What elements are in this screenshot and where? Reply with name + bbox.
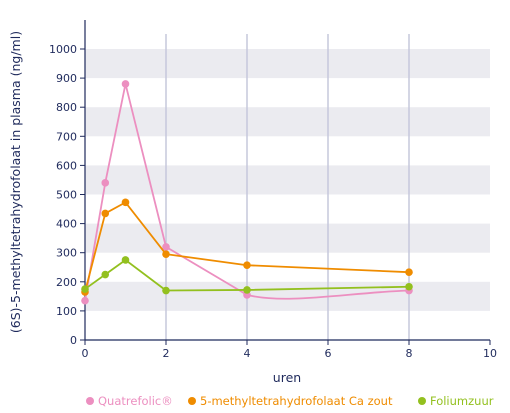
legend-marker bbox=[418, 397, 426, 405]
legend-marker bbox=[188, 397, 196, 405]
y-tick-label: 600 bbox=[56, 159, 77, 172]
grid-band bbox=[85, 281, 490, 311]
y-tick-label: 700 bbox=[56, 130, 77, 143]
x-tick-label: 6 bbox=[325, 347, 332, 360]
grid-bands bbox=[85, 49, 490, 311]
y-axis-title: (6S)-5-methyltetrahydrofolaat in plasma … bbox=[8, 31, 23, 333]
data-point-5-methyltetrahydrofolaat-ca-zout bbox=[101, 209, 110, 218]
data-point-foliumzuur bbox=[162, 286, 170, 295]
data-point-5-methyltetrahydrofolaat-ca-zout bbox=[405, 268, 413, 276]
data-point-quatrefolic bbox=[121, 80, 130, 88]
legend-item-quatrefolic: Quatrefolic® bbox=[86, 394, 173, 408]
data-point-5-methyltetrahydrofolaat-ca-zout bbox=[121, 198, 130, 207]
legend-label: 5-methyltetrahydrofolaat Ca zout bbox=[200, 394, 393, 408]
grid-band bbox=[85, 49, 490, 79]
series-line-foliumzuur bbox=[84, 259, 410, 292]
x-tick-label: 0 bbox=[82, 347, 89, 360]
legend: Quatrefolic® 5-methyltetrahydrofolaat Ca… bbox=[0, 394, 510, 412]
data-point-foliumzuur bbox=[121, 256, 130, 264]
y-tick-label: 0 bbox=[70, 334, 77, 347]
legend-item-foliumzuur: Foliumzuur bbox=[418, 394, 493, 408]
grid-band bbox=[85, 165, 490, 195]
x-tick-label: 10 bbox=[483, 347, 497, 360]
y-tick-label: 800 bbox=[56, 101, 77, 114]
series-line-5-methyltetrahydrofolaat-ca-zout bbox=[84, 201, 410, 293]
y-tick-labels: 0 100 200 300 400 500 600 700 800 900 1000 bbox=[49, 43, 85, 347]
y-tick-label: 400 bbox=[56, 218, 77, 231]
y-tick-label: 100 bbox=[56, 305, 77, 318]
data-point-foliumzuur bbox=[101, 270, 110, 279]
x-tick-label: 4 bbox=[244, 347, 251, 360]
legend-item-5-methyltetrahydrofolaat: 5-methyltetrahydrofolaat Ca zout bbox=[188, 394, 392, 408]
y-tick-label: 900 bbox=[56, 72, 77, 85]
data-point-quatrefolic bbox=[162, 243, 170, 251]
data-point-quatrefolic bbox=[81, 296, 89, 305]
x-axis-title: uren bbox=[273, 370, 301, 385]
legend-marker bbox=[86, 397, 94, 405]
series-group bbox=[81, 80, 413, 305]
y-tick-label: 200 bbox=[56, 276, 77, 289]
data-point-foliumzuur bbox=[405, 282, 413, 291]
grid-band bbox=[85, 107, 490, 137]
legend-label: Quatrefolic® bbox=[98, 394, 173, 408]
data-point-5-methyltetrahydrofolaat-ca-zout bbox=[162, 250, 170, 258]
data-point-5-methyltetrahydrofolaat-ca-zout bbox=[243, 261, 251, 270]
data-point-foliumzuur bbox=[81, 285, 89, 293]
y-tick-label: 1000 bbox=[49, 43, 77, 56]
x-tick-label: 8 bbox=[406, 347, 413, 360]
x-tick-labels: 0 2 4 6 8 10 bbox=[82, 340, 497, 360]
series-line-quatrefolic bbox=[84, 83, 410, 301]
data-point-quatrefolic bbox=[101, 179, 110, 187]
y-tick-label: 300 bbox=[56, 247, 77, 260]
data-point-foliumzuur bbox=[243, 286, 251, 294]
legend-label: Foliumzuur bbox=[430, 394, 494, 408]
x-tick-label: 2 bbox=[163, 347, 170, 360]
y-tick-label: 500 bbox=[56, 189, 77, 202]
